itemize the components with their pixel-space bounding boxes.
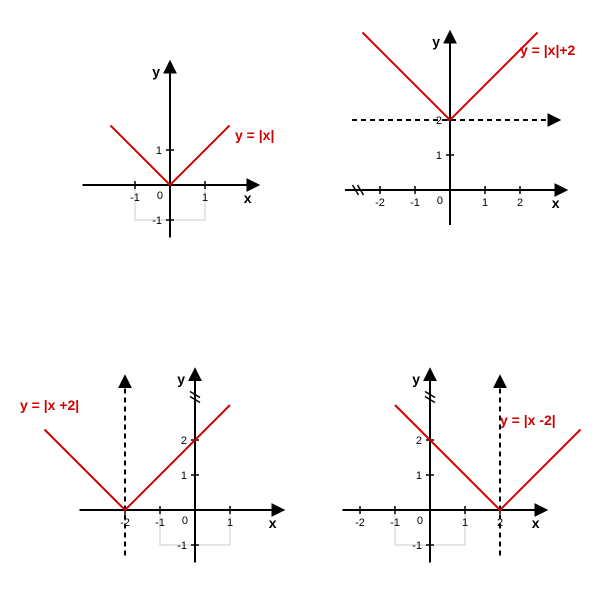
origin-label: 0 bbox=[417, 515, 423, 527]
x-axis-label: x bbox=[552, 195, 560, 211]
x-tick-label: -1 bbox=[155, 517, 165, 529]
y-tick-label: 1 bbox=[181, 470, 187, 482]
y-tick-label: 2 bbox=[436, 115, 442, 127]
x-tick-label: 1 bbox=[482, 197, 488, 209]
origin-label: 0 bbox=[437, 195, 443, 207]
chart-cell: -2 -1 1 2 -1 1 2 0 x y y = |x -2| bbox=[300, 300, 600, 600]
y-tick-label: 2 bbox=[181, 435, 187, 447]
chart-cell: -2 -1 1 2 1 2 0 x y y = |x|+2 bbox=[300, 0, 600, 300]
origin-label: 0 bbox=[157, 190, 163, 202]
y-axis-label: y bbox=[177, 371, 185, 387]
x-tick-label: 1 bbox=[202, 192, 208, 204]
x-tick-label: 2 bbox=[517, 197, 523, 209]
chart-p3: -2 -1 1 -1 1 2 0 x y y = |x +2| bbox=[0, 300, 300, 600]
x-tick-label: -1 bbox=[390, 517, 400, 529]
equation-label: y = |x| bbox=[235, 127, 274, 143]
x-tick-label: -2 bbox=[120, 517, 130, 529]
equation-label: y = |x +2| bbox=[20, 397, 79, 413]
y-axis-label: y bbox=[152, 64, 160, 80]
y-axis-label: y bbox=[412, 371, 420, 387]
y-tick-label: -1 bbox=[152, 215, 162, 227]
equation-label: y = |x|+2 bbox=[520, 42, 576, 58]
x-tick-label: -1 bbox=[410, 197, 420, 209]
function-curve bbox=[45, 405, 231, 510]
x-tick-label: 2 bbox=[497, 517, 503, 529]
x-tick-label: -2 bbox=[355, 517, 365, 529]
chart-p1: -1 1 -1 1 0 x y y = |x| bbox=[0, 0, 300, 300]
equation-label: y = |x -2| bbox=[500, 412, 556, 428]
y-tick-label: -1 bbox=[412, 540, 422, 552]
x-tick-label: 1 bbox=[462, 517, 468, 529]
x-axis-label: x bbox=[269, 515, 277, 531]
y-tick-label: 2 bbox=[416, 435, 422, 447]
x-tick-label: -1 bbox=[130, 192, 140, 204]
x-axis-label: x bbox=[244, 190, 252, 206]
chart-cell: -2 -1 1 -1 1 2 0 x y y = |x +2| bbox=[0, 300, 300, 600]
y-tick-label: 1 bbox=[436, 150, 442, 162]
y-axis-label: y bbox=[432, 34, 440, 50]
x-axis-label: x bbox=[532, 515, 540, 531]
chart-p2: -2 -1 1 2 1 2 0 x y y = |x|+2 bbox=[300, 0, 600, 300]
chart-cell: -1 1 -1 1 0 x y y = |x| bbox=[0, 0, 300, 300]
chart-p4: -2 -1 1 2 -1 1 2 0 x y y = |x -2| bbox=[300, 300, 600, 600]
y-tick-label: 1 bbox=[156, 145, 162, 157]
origin-label: 0 bbox=[182, 515, 188, 527]
y-tick-label: 1 bbox=[416, 470, 422, 482]
y-tick-label: -1 bbox=[177, 540, 187, 552]
x-tick-label: -2 bbox=[375, 197, 385, 209]
x-tick-label: 1 bbox=[227, 517, 233, 529]
